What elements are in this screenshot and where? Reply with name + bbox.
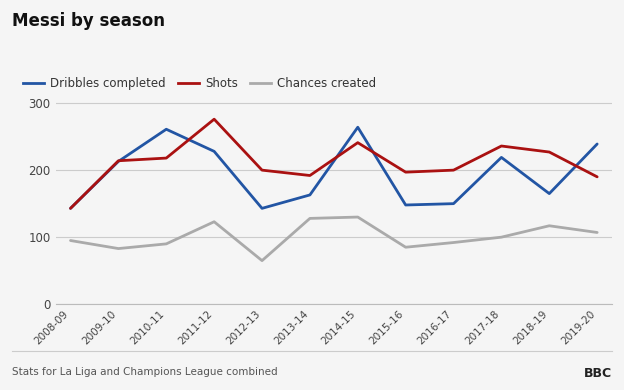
Legend: Dribbles completed, Shots, Chances created: Dribbles completed, Shots, Chances creat… — [18, 72, 381, 95]
Text: Messi by season: Messi by season — [12, 12, 165, 30]
Text: BBC: BBC — [583, 367, 612, 379]
Text: Stats for La Liga and Champions League combined: Stats for La Liga and Champions League c… — [12, 367, 278, 377]
